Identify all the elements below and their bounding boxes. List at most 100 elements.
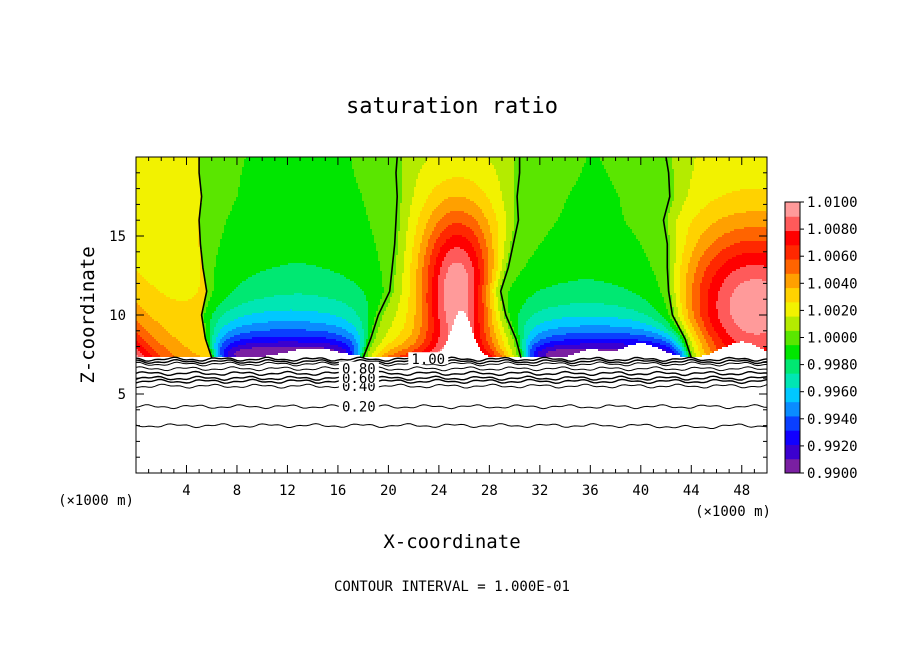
field-cell — [226, 347, 232, 349]
field-cell — [376, 335, 386, 337]
field-cell — [204, 321, 210, 323]
field-cell — [218, 355, 222, 357]
field-cell — [474, 329, 480, 331]
field-cell — [466, 269, 474, 271]
field-cell — [214, 343, 218, 345]
field-cell — [434, 327, 440, 329]
lower-contour-line — [136, 404, 767, 410]
field-cell — [496, 295, 500, 297]
field-cell — [722, 195, 767, 197]
field-cell — [368, 315, 376, 317]
field-cell — [482, 343, 488, 345]
field-cell — [432, 285, 438, 287]
field-cell — [700, 353, 706, 355]
field-cell — [206, 333, 210, 335]
field-cell — [224, 349, 230, 351]
field-cell — [438, 295, 444, 297]
field-cell — [682, 323, 686, 325]
field-cell — [352, 307, 368, 309]
field-cell — [354, 325, 362, 327]
field-cell — [422, 207, 436, 209]
field-cell — [486, 193, 502, 195]
field-cell — [548, 351, 580, 353]
field-cell — [444, 305, 468, 307]
field-cell — [516, 353, 520, 355]
field-cell — [672, 353, 676, 355]
field-cell — [214, 287, 236, 289]
field-cell — [518, 321, 526, 323]
field-cell — [434, 331, 440, 333]
field-cell — [202, 201, 234, 203]
field-cell — [212, 313, 224, 315]
field-cell — [468, 299, 474, 301]
field-cell — [474, 249, 482, 251]
field-cell — [564, 205, 620, 207]
x-unit-right: (×1000 m) — [695, 504, 771, 520]
field-cell — [632, 231, 668, 233]
field-cell — [446, 315, 456, 317]
field-cell — [420, 331, 426, 333]
field-cell — [488, 251, 494, 253]
field-cell — [572, 187, 614, 189]
field-cell — [432, 307, 438, 309]
field-cell — [206, 307, 216, 309]
field-cell — [516, 277, 656, 279]
field-cell — [350, 279, 382, 281]
field-cell — [688, 347, 690, 349]
field-cell — [424, 231, 432, 233]
field-cell — [682, 207, 704, 209]
field-cell — [136, 321, 138, 323]
field-cell — [526, 355, 528, 357]
field-cell — [136, 237, 198, 239]
field-cell — [696, 271, 704, 273]
field-cell — [512, 351, 516, 353]
field-cell — [416, 285, 422, 287]
field-cell — [400, 295, 410, 297]
field-cell — [204, 275, 214, 277]
field-cell — [438, 221, 478, 223]
field-cell — [408, 347, 418, 349]
field-cell — [670, 237, 676, 239]
field-cell — [554, 345, 628, 347]
field-cell — [374, 321, 380, 323]
field-cell — [446, 241, 470, 243]
field-cell — [514, 197, 568, 199]
field-cell — [212, 345, 214, 347]
field-cell — [424, 339, 432, 341]
field-cell — [676, 223, 690, 225]
field-cell — [422, 309, 428, 311]
field-cell — [212, 315, 222, 317]
field-cell — [580, 173, 608, 175]
field-cell — [356, 313, 368, 315]
field-cell — [198, 241, 200, 243]
field-cell — [200, 159, 244, 161]
field-cell — [168, 331, 204, 333]
field-cell — [694, 347, 698, 349]
field-cell — [698, 265, 708, 267]
field-cell — [514, 177, 578, 179]
field-cell — [388, 351, 398, 353]
field-cell — [678, 337, 680, 339]
field-cell — [508, 261, 528, 263]
field-cell — [482, 231, 490, 233]
field-cell — [534, 327, 558, 329]
field-cell — [544, 321, 640, 323]
field-cell — [442, 217, 474, 219]
field-cell — [506, 221, 514, 223]
field-cell — [508, 295, 532, 297]
field-cell — [650, 265, 670, 267]
field-cell — [416, 295, 422, 297]
field-cell — [676, 233, 688, 235]
field-cell — [384, 287, 394, 289]
field-cell — [418, 175, 498, 177]
field-cell — [336, 325, 354, 327]
field-cell — [438, 317, 446, 319]
field-cell — [238, 305, 348, 307]
field-cell — [218, 343, 222, 345]
field-cell — [690, 349, 694, 351]
field-cell — [500, 285, 512, 287]
field-cell — [478, 303, 484, 305]
field-cell — [670, 241, 676, 243]
field-cell — [182, 343, 208, 345]
field-cell — [700, 235, 722, 237]
